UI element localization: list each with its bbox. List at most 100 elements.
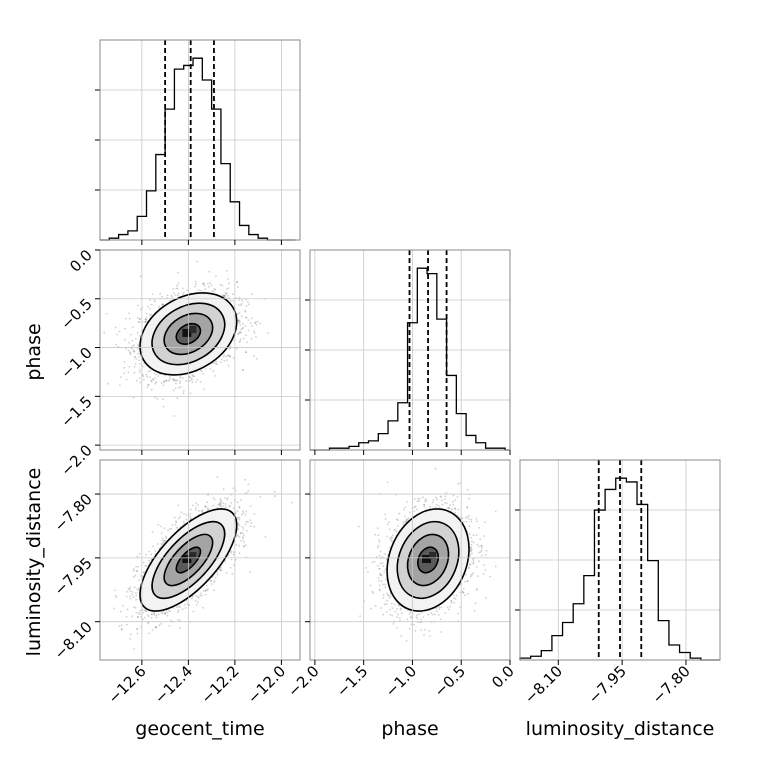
sample-point [139,609,142,612]
sample-point [145,564,148,567]
sample-point [423,505,426,508]
sample-point [383,603,386,606]
sample-point [226,278,229,280]
sample-point [379,589,381,592]
sample-point [402,523,405,526]
sample-point [222,355,225,358]
sample-point [223,359,226,362]
sample-point [125,595,128,598]
sample-point [227,354,230,357]
sample-point [149,370,152,372]
sample-point [143,321,146,323]
sample-point [148,632,151,635]
sample-point [238,552,241,555]
sample-point [147,305,149,308]
sample-point [174,523,177,526]
sample-point [191,597,193,600]
sample-point [158,307,160,310]
sample-point [476,543,479,546]
sample-point [139,369,141,371]
sample-point [378,579,380,582]
sample-point [396,519,399,522]
sample-point [246,529,248,532]
sample-point [396,608,399,610]
sample-point [239,331,242,333]
sample-point [471,573,474,576]
y-tick-label: −2.0 [57,441,95,479]
sample-point [245,492,248,494]
x-axis-label-luminosity-distance: luminosity_distance [526,718,715,740]
sample-point [267,332,270,335]
sample-point [469,575,472,578]
sample-point [208,270,211,273]
sample-point [183,513,185,515]
sample-point [219,497,222,500]
sample-point [382,565,385,567]
sample-point [480,551,482,553]
sample-point [153,613,156,616]
sample-point [406,501,408,503]
sample-point [139,275,142,278]
sample-point [142,379,145,381]
sample-point [241,526,244,528]
sample-point [216,573,219,576]
sample-point [177,618,180,621]
sample-point [469,546,472,549]
sample-point [254,322,256,324]
sample-point [145,553,148,556]
sample-point [164,380,167,382]
sample-point [386,535,389,538]
sample-point [241,299,244,302]
contour-line [139,508,238,612]
sample-point [464,594,466,597]
sample-point [155,373,158,376]
sample-point [373,560,376,563]
sample-point [222,502,225,505]
sample-point [226,288,229,290]
sample-point [162,380,165,383]
sample-point [377,534,380,537]
sample-point [153,372,156,375]
sample-point [450,602,453,604]
sample-point [181,287,184,290]
sample-point [376,565,379,567]
sample-point [206,509,209,511]
sample-point [144,320,147,323]
sample-point [245,544,248,547]
sample-point [195,502,198,504]
sample-point [197,596,200,598]
sample-point [138,613,141,616]
sample-point [394,610,397,613]
sample-point [191,504,194,507]
sample-point [165,535,168,538]
sample-point [378,554,381,557]
sample-point [238,312,241,314]
sample-point [387,594,390,597]
sample-point [189,376,192,378]
sample-point [196,260,199,263]
sample-point [238,341,241,343]
sample-point [176,526,179,529]
histogram-frame [519,459,721,661]
sample-point [151,378,154,381]
sample-point [435,496,437,499]
sample-point [472,562,475,565]
joint-frame [99,459,301,661]
sample-point [230,558,233,561]
sample-point [291,501,293,504]
sample-point [179,627,182,629]
sample-point [410,616,413,619]
sample-point [138,335,141,337]
sample-point [480,546,483,549]
sample-point [183,291,185,294]
sample-point [138,362,141,365]
sample-point [202,590,205,592]
sample-point [384,586,387,589]
sample-point [133,344,136,346]
sample-point [150,380,153,383]
x-tick-label: −12.2 [197,662,242,707]
sample-point [237,528,240,530]
x-tick-label: 0.0 [488,662,518,692]
sample-point [425,499,428,502]
sample-point [457,508,460,511]
